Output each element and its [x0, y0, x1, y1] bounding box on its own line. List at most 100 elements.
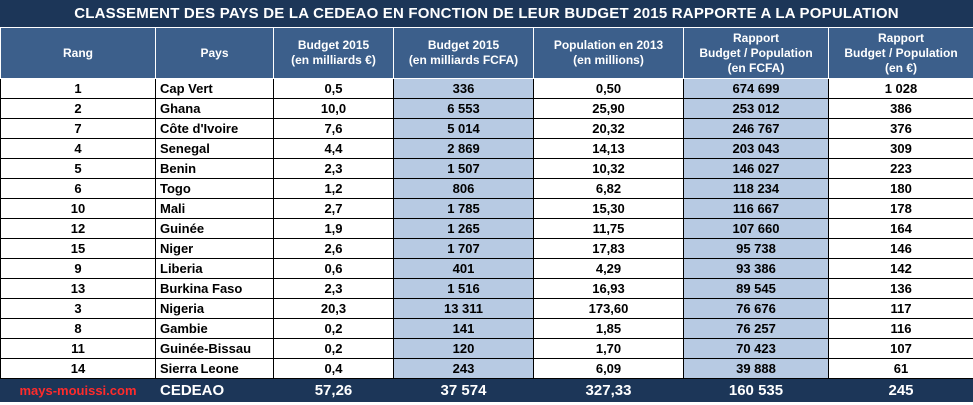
cell-budget-eur: 1,9 [273, 218, 394, 239]
cell-rank: 4 [0, 138, 156, 159]
column-header-line: (en milliards €) [291, 53, 376, 67]
cell-population: 14,13 [533, 138, 684, 159]
cell-ratio-eur: 309 [828, 138, 973, 159]
cell-rank: 6 [0, 178, 156, 199]
cell-country: Guinée-Bissau [155, 338, 274, 359]
cell-ratio-fcfa: 116 667 [683, 198, 829, 219]
table-row: 4 Senegal 4,4 2 869 14,13 203 043 309 [0, 138, 973, 159]
cell-country: Burkina Faso [155, 278, 274, 299]
cell-population: 11,75 [533, 218, 684, 239]
cell-budget-fcfa: 13 311 [393, 298, 534, 319]
budget-table: Rang Pays Budget 2015 (en milliards €) Budge… [0, 27, 973, 402]
column-header-ratio-eur: Rapport Budget / Population (en €) [828, 27, 973, 79]
table-row: 9 Liberia 0,6 401 4,29 93 386 142 [0, 258, 973, 279]
table-row: 1 Cap Vert 0,5 336 0,50 674 699 1 028 [0, 78, 973, 99]
table-row: 15 Niger 2,6 1 707 17,83 95 738 146 [0, 238, 973, 259]
cell-country: Benin [155, 158, 274, 179]
cell-ratio-eur: 142 [828, 258, 973, 279]
cell-budget-eur: 7,6 [273, 118, 394, 139]
cell-ratio-eur: 117 [828, 298, 973, 319]
cell-ratio-fcfa: 107 660 [683, 218, 829, 239]
cell-population: 6,82 [533, 178, 684, 199]
header-row: Rang Pays Budget 2015 (en milliards €) Budge… [0, 27, 973, 79]
column-header-line: Budget 2015 [297, 38, 370, 52]
cell-ratio-fcfa: 70 423 [683, 338, 829, 359]
table-row: 10 Mali 2,7 1 785 15,30 116 667 178 [0, 198, 973, 219]
cell-budget-fcfa: 401 [393, 258, 534, 279]
cell-ratio-eur: 376 [828, 118, 973, 139]
cell-budget-fcfa: 1 507 [393, 158, 534, 179]
cell-rank: 15 [0, 238, 156, 259]
cell-budget-eur: 0,2 [273, 338, 394, 359]
column-header-country: Pays [155, 27, 274, 79]
column-header-line: (en FCFA) [727, 60, 785, 75]
cell-budget-eur: 20,3 [273, 298, 394, 319]
cell-country: Gambie [155, 318, 274, 339]
total-budget-fcfa: 37 574 [393, 378, 534, 402]
cell-population: 20,32 [533, 118, 684, 139]
cell-population: 0,50 [533, 78, 684, 99]
table-row: 3 Nigeria 20,3 13 311 173,60 76 676 117 [0, 298, 973, 319]
table-row: 6 Togo 1,2 806 6,82 118 234 180 [0, 178, 973, 199]
cell-country: Guinée [155, 218, 274, 239]
cell-population: 6,09 [533, 358, 684, 379]
cell-budget-fcfa: 1 265 [393, 218, 534, 239]
cell-country: Liberia [155, 258, 274, 279]
cell-budget-eur: 2,6 [273, 238, 394, 259]
total-ratio-eur: 245 [828, 378, 973, 402]
cell-country: Ghana [155, 98, 274, 119]
cell-ratio-fcfa: 246 767 [683, 118, 829, 139]
cell-ratio-fcfa: 674 699 [683, 78, 829, 99]
cell-budget-eur: 4,4 [273, 138, 394, 159]
column-header-line: Rang [63, 45, 93, 60]
column-header-line: Budget / Population [699, 45, 813, 60]
cell-budget-fcfa: 141 [393, 318, 534, 339]
cell-ratio-eur: 136 [828, 278, 973, 299]
cell-population: 1,70 [533, 338, 684, 359]
cell-ratio-eur: 180 [828, 178, 973, 199]
cell-rank: 3 [0, 298, 156, 319]
cell-population: 1,85 [533, 318, 684, 339]
cell-ratio-fcfa: 203 043 [683, 138, 829, 159]
cell-country: Senegal [155, 138, 274, 159]
cell-rank: 13 [0, 278, 156, 299]
cell-rank: 14 [0, 358, 156, 379]
cell-rank: 10 [0, 198, 156, 219]
column-header-ratio-fcfa: Rapport Budget / Population (en FCFA) [683, 27, 829, 79]
table-row: 13 Burkina Faso 2,3 1 516 16,93 89 545 136 [0, 278, 973, 299]
cell-country: Mali [155, 198, 274, 219]
column-header-line: Budget / Population [844, 45, 958, 60]
cell-ratio-fcfa: 93 386 [683, 258, 829, 279]
cell-country: Côte d'Ivoire [155, 118, 274, 139]
cell-ratio-eur: 223 [828, 158, 973, 179]
cell-ratio-fcfa: 76 676 [683, 298, 829, 319]
cell-budget-fcfa: 1 707 [393, 238, 534, 259]
cell-budget-eur: 0,6 [273, 258, 394, 279]
table-row: 8 Gambie 0,2 141 1,85 76 257 116 [0, 318, 973, 339]
cell-budget-fcfa: 2 869 [393, 138, 534, 159]
table-row: 7 Côte d'Ivoire 7,6 5 014 20,32 246 767 376 [0, 118, 973, 139]
cell-ratio-eur: 1 028 [828, 78, 973, 99]
column-header-line: (en milliards FCFA) [408, 53, 519, 67]
cell-ratio-fcfa: 146 027 [683, 158, 829, 179]
cell-rank: 2 [0, 98, 156, 119]
cell-rank: 11 [0, 338, 156, 359]
cell-budget-eur: 2,3 [273, 278, 394, 299]
cell-population: 10,32 [533, 158, 684, 179]
cell-budget-eur: 2,3 [273, 158, 394, 179]
cell-ratio-eur: 386 [828, 98, 973, 119]
cell-ratio-fcfa: 95 738 [683, 238, 829, 259]
table-row: 14 Sierra Leone 0,4 243 6,09 39 888 61 [0, 358, 973, 379]
cell-budget-fcfa: 1 516 [393, 278, 534, 299]
cell-ratio-fcfa: 39 888 [683, 358, 829, 379]
column-header-line: Pays [200, 45, 229, 60]
cell-ratio-eur: 178 [828, 198, 973, 219]
cell-ratio-fcfa: 89 545 [683, 278, 829, 299]
cell-rank: 7 [0, 118, 156, 139]
cell-budget-fcfa: 1 785 [393, 198, 534, 219]
column-header-line: Rapport [733, 30, 779, 45]
cell-country: Sierra Leone [155, 358, 274, 379]
cell-country: Cap Vert [155, 78, 274, 99]
table-body: 1 Cap Vert 0,5 336 0,50 674 699 1 028 2 Ghana 10,… [0, 78, 973, 402]
total-population: 327,33 [533, 378, 684, 402]
